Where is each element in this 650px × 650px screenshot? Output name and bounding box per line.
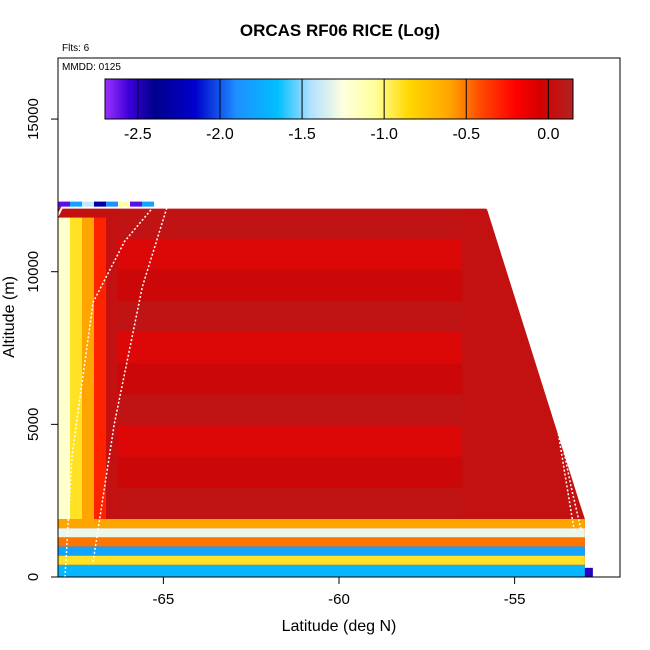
axes: -65 -60 -55 0 5000 10000 15000 <box>25 98 525 608</box>
data-layer <box>57 201 593 578</box>
edge-column <box>70 217 82 519</box>
altitude-tier <box>58 528 585 538</box>
altitude-tier <box>58 546 585 556</box>
flight-track <box>496 207 576 532</box>
data-band <box>117 487 462 519</box>
data-band <box>117 332 462 364</box>
colorbar-strip <box>104 78 574 120</box>
edge-column <box>58 217 70 519</box>
colorbar-tick-label: -1.0 <box>370 126 398 143</box>
date-label: MMDD: 0125 <box>62 62 121 73</box>
x-axis-label: Latitude (deg N) <box>282 618 397 635</box>
altitude-tier <box>58 564 585 577</box>
data-band <box>117 301 462 333</box>
colorbar-tick-label: -1.5 <box>288 126 316 143</box>
data-band <box>117 425 462 457</box>
corner-cell <box>584 567 593 577</box>
data-band <box>117 238 462 270</box>
edge-column <box>94 217 106 519</box>
x-tick-label: -60 <box>328 591 350 608</box>
data-band <box>117 363 462 395</box>
chart-title: ORCAS RF06 RICE (Log) <box>240 21 440 40</box>
x-tick-label: -65 <box>153 591 175 608</box>
top-edge-cell <box>82 201 94 208</box>
altitude-tier <box>58 555 585 565</box>
altitude-tier <box>58 537 585 547</box>
top-edge-cell <box>118 201 130 208</box>
colorbar-tick-label: -2.0 <box>206 126 234 143</box>
y-tick-label: 10000 <box>25 251 42 293</box>
top-edge-cell <box>142 201 154 208</box>
flights-label: Flts: 6 <box>62 43 90 54</box>
colorbar-tick-label: -0.5 <box>452 126 480 143</box>
top-edge-cell <box>130 201 142 208</box>
top-edge-cell <box>94 201 106 208</box>
edge-column <box>82 217 94 519</box>
y-axis-label: Altitude (m) <box>1 276 18 358</box>
top-edge-cell <box>70 201 82 208</box>
colorbar: -2.5 -2.0 -1.5 -1.0 -0.5 0.0 <box>104 78 574 143</box>
flight-track <box>92 207 168 562</box>
y-tick-label: 0 <box>25 573 42 581</box>
altitude-tier <box>58 518 585 529</box>
data-band <box>117 394 462 426</box>
flight-ceiling-track <box>57 206 487 217</box>
data-band <box>117 456 462 488</box>
y-tick-label: 5000 <box>25 408 42 441</box>
data-band <box>117 207 462 239</box>
colorbar-tick-label: 0.0 <box>537 126 559 143</box>
x-tick-label: -55 <box>504 591 526 608</box>
y-tick-label: 15000 <box>25 98 42 140</box>
flight-track <box>64 207 154 578</box>
colorbar-tick-label: -2.5 <box>124 126 152 143</box>
top-edge-cell <box>58 201 70 208</box>
data-band <box>117 269 462 302</box>
top-edge-cell <box>106 201 118 208</box>
